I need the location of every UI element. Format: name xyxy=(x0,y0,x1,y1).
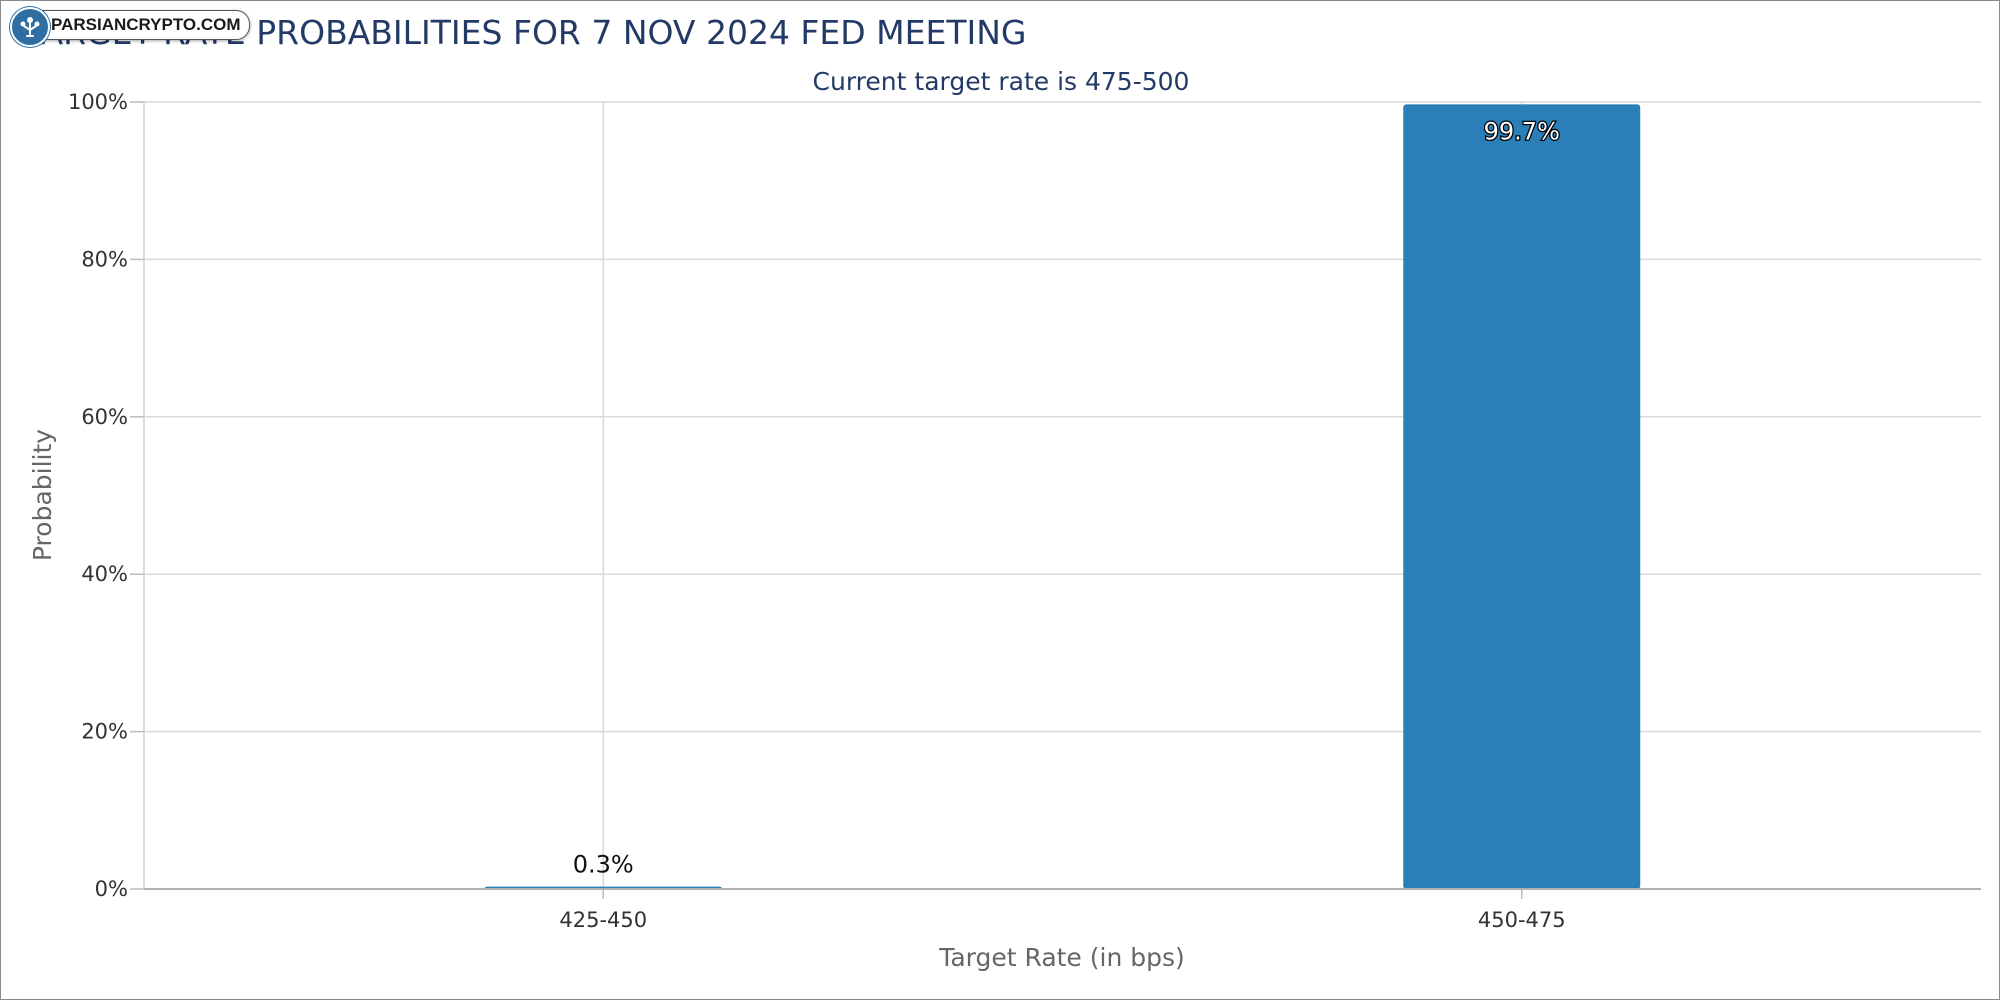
watermark-badge: PARSIANCRYPTO.COM xyxy=(10,7,250,47)
watermark-text: PARSIANCRYPTO.COM xyxy=(51,15,241,34)
chart-subtitle: Current target rate is 475-500 xyxy=(813,67,1190,96)
y-axis-title: Probability xyxy=(28,429,57,561)
data-label-425-450: 0.3% xyxy=(573,851,634,879)
axis-layer: 0% 20% 40% 60% 80% 100% 425-450 450-475 xyxy=(68,90,1981,932)
y-tick-label: 100% xyxy=(68,90,128,114)
y-tick-label: 20% xyxy=(81,720,128,744)
grid-layer xyxy=(144,101,1981,890)
y-tick-label: 60% xyxy=(81,405,128,429)
parsiancrypto-logo-icon xyxy=(10,7,50,47)
x-tick-label: 425-450 xyxy=(559,908,647,932)
x-axis-title: Target Rate (in bps) xyxy=(938,943,1185,972)
bar-layer: 0.3% 99.7% xyxy=(484,104,1641,889)
y-tick-label: 80% xyxy=(81,247,128,271)
data-label-450-475: 99.7% xyxy=(1484,117,1560,145)
x-tick-label: 450-475 xyxy=(1478,908,1566,932)
bar-450-475 xyxy=(1403,104,1641,889)
y-tick-label: 0% xyxy=(95,877,128,901)
y-tick-label: 40% xyxy=(81,562,128,586)
